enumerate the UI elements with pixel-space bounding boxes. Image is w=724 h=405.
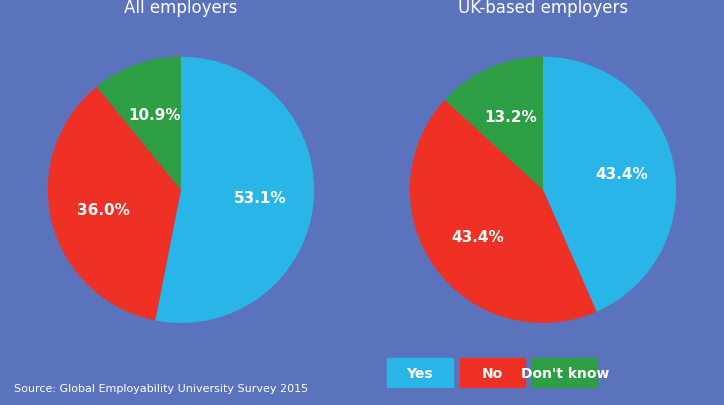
- Wedge shape: [410, 100, 597, 323]
- Text: No: No: [481, 366, 503, 379]
- Title: UK-based employers: UK-based employers: [458, 0, 628, 17]
- Wedge shape: [155, 58, 314, 323]
- Text: Don't know: Don't know: [521, 366, 609, 379]
- Text: Yes: Yes: [407, 366, 433, 379]
- Wedge shape: [97, 58, 181, 190]
- Text: 10.9%: 10.9%: [128, 108, 180, 123]
- Text: 43.4%: 43.4%: [595, 166, 647, 181]
- Title: All employers: All employers: [125, 0, 237, 17]
- Wedge shape: [445, 58, 543, 190]
- Wedge shape: [543, 58, 676, 312]
- Text: 53.1%: 53.1%: [234, 191, 287, 206]
- Text: 43.4%: 43.4%: [452, 229, 505, 244]
- Wedge shape: [48, 87, 181, 321]
- Text: Source: Global Employability University Survey 2015: Source: Global Employability University …: [14, 383, 308, 393]
- Text: 36.0%: 36.0%: [77, 202, 130, 217]
- Text: 13.2%: 13.2%: [484, 110, 537, 125]
